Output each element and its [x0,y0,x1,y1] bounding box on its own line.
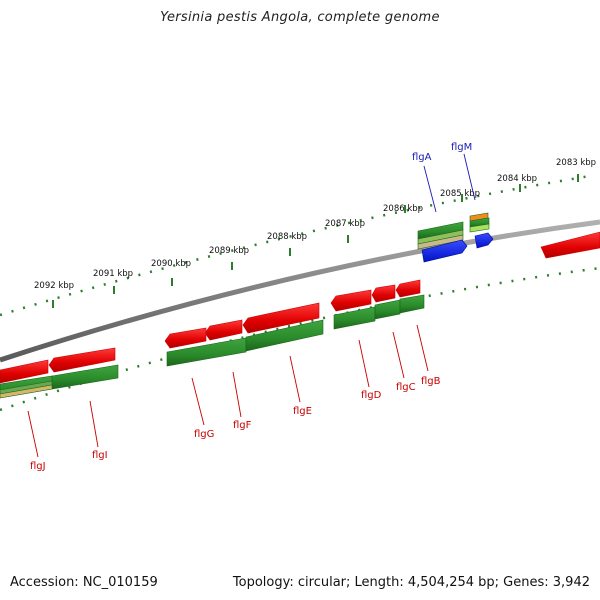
gene-label-flgG: flgG [194,429,214,440]
tick-label-2085: 2085 kbp [440,189,480,199]
cds-bar [333,306,376,330]
scale-labels: 2083 kbp 2084 kbp 2085 kbp 2086 kbp 2087… [34,158,596,291]
leader-flgB [416,324,429,372]
gene-label-flgC: flgC [396,382,416,393]
genome-summary: Topology: circular; Length: 4,504,254 bp… [232,575,590,590]
gene-arrow [395,279,421,298]
outer-scale-line [0,174,591,317]
leader-flgD [358,339,370,388]
tick-label-2087: 2087 kbp [325,219,365,229]
leader-flgC [392,331,405,379]
gene-labels: flgJ flgI flgG flgF flgE flgD flgC flgB … [30,142,472,472]
cds-band [0,384,53,399]
gene-arrow [540,231,600,259]
gene-arrow [0,359,49,384]
accession-text: Accession: NC_010159 [10,575,158,590]
scale-ticks [52,174,579,308]
tick-label-2088: 2088 kbp [267,232,307,242]
forward-genes [0,231,600,384]
gene-label-flgM: flgM [451,142,472,153]
gene-label-flgJ: flgJ [30,461,46,472]
leader-flgF [232,371,242,418]
gene-label-flgD: flgD [361,390,382,401]
leader-flgI [89,400,99,448]
gene-label-flgI: flgI [92,450,108,461]
tick-label-2083: 2083 kbp [556,158,596,168]
tick-label-2092: 2092 kbp [34,281,74,291]
cds-bar [374,299,401,320]
blue-arrow [474,232,494,249]
gene-label-flgA: flgA [412,152,432,163]
cds-bar [245,319,324,352]
tick-label-2084: 2084 kbp [497,174,537,184]
tick-label-2091: 2091 kbp [93,269,133,279]
inner-scale-line [0,266,600,412]
leader-flgJ [27,410,39,458]
gene-arrow [48,347,116,373]
cds-bar [166,337,247,367]
gene-label-flgF: flgF [233,420,252,431]
cds-bars [0,212,490,399]
cds-band [417,234,464,250]
cds-band [469,223,490,233]
leader-flgE [289,355,301,403]
gene-arrow [371,284,396,303]
leader-flgG [191,377,205,426]
gene-arrow [164,327,207,349]
gene-arrow [242,302,320,334]
leader-lines [27,153,476,458]
leader-flgM [463,153,476,201]
blue-features [421,232,494,263]
leader-flgA [423,165,437,213]
blue-arrow [421,239,468,263]
tick-label-2089: 2089 kbp [209,246,249,256]
genome-backbone [0,219,600,363]
tick-label-2090: 2090 kbp [151,259,191,269]
gene-label-flgE: flgE [293,406,312,417]
cds-bar [399,294,425,314]
tick-label-2086: 2086 kbp [383,204,423,214]
gene-arrow [330,289,372,312]
gene-arrow [204,319,243,341]
gene-label-flgB: flgB [421,376,441,387]
map-title: Yersinia pestis Angola, complete genome [160,10,440,25]
